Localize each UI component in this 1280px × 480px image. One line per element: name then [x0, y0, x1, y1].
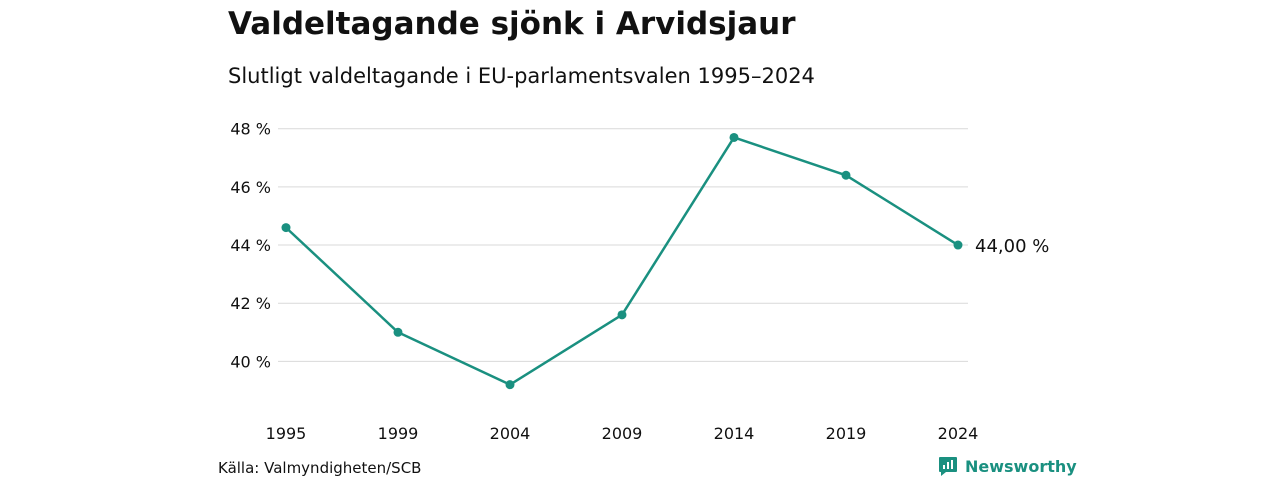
data-point — [617, 310, 627, 320]
newsworthy-logo-icon — [939, 457, 957, 476]
x-tick-label: 2024 — [938, 424, 979, 443]
x-tick-label: 2019 — [826, 424, 867, 443]
x-tick-label: 2014 — [714, 424, 755, 443]
data-point — [729, 132, 739, 142]
x-tick-label: 2009 — [602, 424, 643, 443]
source-note: Källa: Valmyndigheten/SCB — [218, 459, 422, 477]
y-tick-label: 40 % — [230, 352, 271, 371]
brand-logo: Newsworthy — [937, 455, 1077, 477]
x-axis-ticks: 1995 1999 2004 2009 2014 2019 2024 — [266, 424, 979, 443]
end-value-label: 44,00 % — [975, 236, 1049, 257]
chart-title: Valdeltagande sjönk i Arvidsjaur — [228, 6, 796, 42]
gridlines — [278, 128, 968, 362]
chart-subtitle: Slutligt valdeltagande i EU-parlamentsva… — [228, 64, 815, 88]
y-tick-label: 42 % — [230, 294, 271, 313]
data-point — [953, 240, 963, 250]
data-point — [841, 170, 851, 180]
data-point — [393, 327, 403, 337]
x-tick-label: 2004 — [490, 424, 531, 443]
series-layer: 44,00 % — [281, 132, 1049, 390]
y-tick-label: 44 % — [230, 236, 271, 255]
series-line — [285, 136, 959, 386]
data-point — [505, 380, 515, 390]
y-tick-label: 46 % — [230, 178, 271, 197]
data-point — [281, 223, 291, 233]
x-tick-label: 1999 — [378, 424, 419, 443]
y-axis-ticks: 40 % 42 % 44 % 46 % 48 % — [230, 120, 271, 372]
brand-name: Newsworthy — [965, 456, 1077, 476]
x-tick-label: 1995 — [266, 424, 307, 443]
y-tick-label: 48 % — [230, 120, 271, 139]
line-chart-plot: 40 % 42 % 44 % 46 % 48 % 1995 1999 2004 2009 201… — [230, 120, 1049, 443]
